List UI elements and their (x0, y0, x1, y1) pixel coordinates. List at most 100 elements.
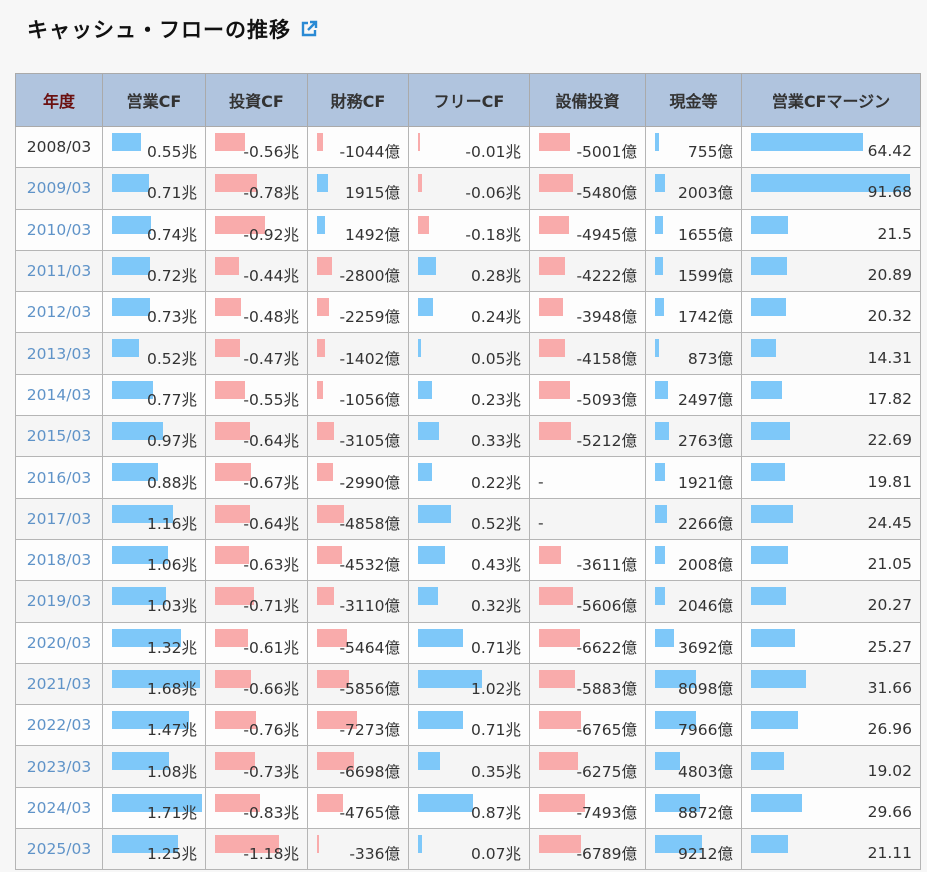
cell-value: - (538, 472, 544, 491)
year-cell: 2008/03 (15, 125, 103, 169)
year-link[interactable]: 2022/03 (26, 716, 92, 735)
table-row: 2020/03 1.32兆 -0.61兆 -5464億 0.71兆 -6622億 3692億… (15, 621, 921, 664)
year-link[interactable]: 2018/03 (26, 551, 92, 570)
cell-value: -3110億 (339, 597, 400, 616)
cell-value: -6765億 (576, 721, 637, 740)
value-cell: 1.08兆 (102, 745, 206, 788)
year-link[interactable]: 2016/03 (26, 468, 92, 487)
value-cell: 20.27 (741, 580, 921, 623)
year-link[interactable]: 2017/03 (26, 509, 92, 528)
positive-bar (418, 339, 422, 358)
negative-bar (317, 793, 344, 812)
value-cell: 8872億 (645, 786, 742, 830)
value-cell: -0.56兆 (205, 125, 308, 169)
cell-value: -0.73兆 (243, 762, 299, 781)
negative-bar (317, 380, 323, 399)
year-link[interactable]: 2023/03 (26, 757, 92, 776)
value-cell: -0.44兆 (205, 249, 308, 293)
year-link[interactable]: 2025/03 (26, 840, 92, 859)
negative-bar (317, 628, 348, 647)
table-row: 2017/03 1.16兆 -0.64兆 -4858億 0.52兆 - 2266億 24.45 (15, 497, 921, 540)
cell-value: 0.32兆 (470, 597, 521, 616)
year-link[interactable]: 2015/03 (26, 427, 92, 446)
cell-value: -0.76兆 (243, 721, 299, 740)
negative-bar (539, 215, 570, 234)
value-cell: 0.33兆 (408, 415, 530, 458)
positive-bar (418, 793, 473, 812)
value-cell: 1.68兆 (102, 662, 206, 706)
value-cell: -0.47兆 (205, 332, 308, 375)
positive-bar (112, 215, 151, 234)
year-link[interactable]: 2020/03 (26, 633, 92, 652)
cell-value: 0.52兆 (146, 349, 197, 368)
year-link[interactable]: 2014/03 (26, 385, 92, 404)
positive-bar (751, 174, 910, 193)
column-header: 現金等 (645, 73, 742, 127)
table-row: 2008/03 0.55兆 -0.56兆 -1044億 -0.01兆 -5001億 755億… (15, 125, 921, 169)
year-link[interactable]: 2011/03 (26, 262, 92, 281)
value-cell: 1599億 (645, 249, 742, 293)
negative-bar (539, 752, 578, 771)
value-cell: -5464億 (307, 621, 409, 664)
positive-bar (655, 422, 670, 441)
cell-value: 0.88兆 (146, 473, 197, 492)
positive-bar (751, 298, 787, 317)
value-cell: 1655億 (645, 208, 742, 251)
year-link[interactable]: 2013/03 (26, 344, 92, 363)
cell-value: -0.71兆 (243, 597, 299, 616)
value-cell: 1.25兆 (102, 828, 206, 871)
negative-bar (317, 339, 325, 358)
value-cell: 755億 (645, 125, 742, 169)
negative-bar (539, 380, 571, 399)
negative-bar (539, 587, 574, 606)
negative-bar (539, 669, 576, 688)
cell-value: -7273億 (339, 721, 400, 740)
positive-bar (418, 752, 440, 771)
year-link[interactable]: 2010/03 (26, 220, 92, 239)
positive-bar (112, 793, 202, 812)
negative-bar (215, 133, 246, 151)
negative-bar (418, 133, 420, 151)
external-link-icon[interactable] (299, 19, 319, 44)
cell-value: -5883億 (576, 680, 637, 698)
cell-value: 0.52兆 (470, 514, 521, 533)
year-link[interactable]: 2021/03 (26, 675, 92, 693)
value-cell: 91.68 (741, 167, 921, 210)
cell-value: 1.25兆 (146, 845, 197, 864)
positive-bar (112, 174, 150, 193)
positive-bar (418, 628, 463, 647)
year-link[interactable]: 2019/03 (26, 592, 92, 611)
cell-value: -3948億 (576, 308, 637, 327)
cell-value: 14.31 (867, 348, 912, 367)
positive-bar (112, 545, 168, 564)
cell-value: -0.64兆 (243, 514, 299, 533)
value-cell: 0.87兆 (408, 786, 530, 830)
value-cell: -6698億 (307, 745, 409, 788)
cell-value: 1742億 (678, 308, 733, 327)
negative-bar (215, 256, 239, 275)
value-cell: -2990億 (307, 456, 409, 499)
value-cell: 21.5 (741, 208, 921, 251)
value-cell: 0.28兆 (408, 249, 530, 293)
positive-bar (655, 380, 668, 399)
cell-value: -3105億 (339, 432, 400, 451)
cell-value: 0.71兆 (470, 638, 521, 657)
cell-value: 0.24兆 (470, 308, 521, 327)
section-title: キャッシュ・フローの推移 (27, 14, 319, 44)
cell-value: 2046億 (678, 597, 733, 616)
positive-bar (655, 133, 659, 151)
value-cell: 0.32兆 (408, 580, 530, 623)
year-link[interactable]: 2012/03 (26, 303, 92, 322)
cashflow-table: 年度 営業CF 投資CF 財務CF フリーCF 設備投資 現金等 営業CFマージン 2008/… (15, 73, 921, 871)
value-cell: 17.82 (741, 373, 921, 417)
table-row: 2023/03 1.08兆 -0.73兆 -6698億 0.35兆 -6275億 4803億… (15, 745, 921, 788)
table-row: 2013/03 0.52兆 -0.47兆 -1402億 0.05兆 -4158億 873億 1… (15, 332, 921, 375)
cell-value: -5001億 (576, 143, 637, 162)
cell-value: -0.47兆 (243, 349, 299, 368)
cell-value: 2008億 (678, 556, 733, 575)
negative-bar (317, 835, 319, 854)
year-link[interactable]: 2009/03 (26, 179, 92, 198)
cell-value: 2763億 (678, 432, 733, 451)
year-link[interactable]: 2024/03 (26, 798, 92, 817)
positive-bar (751, 339, 776, 358)
